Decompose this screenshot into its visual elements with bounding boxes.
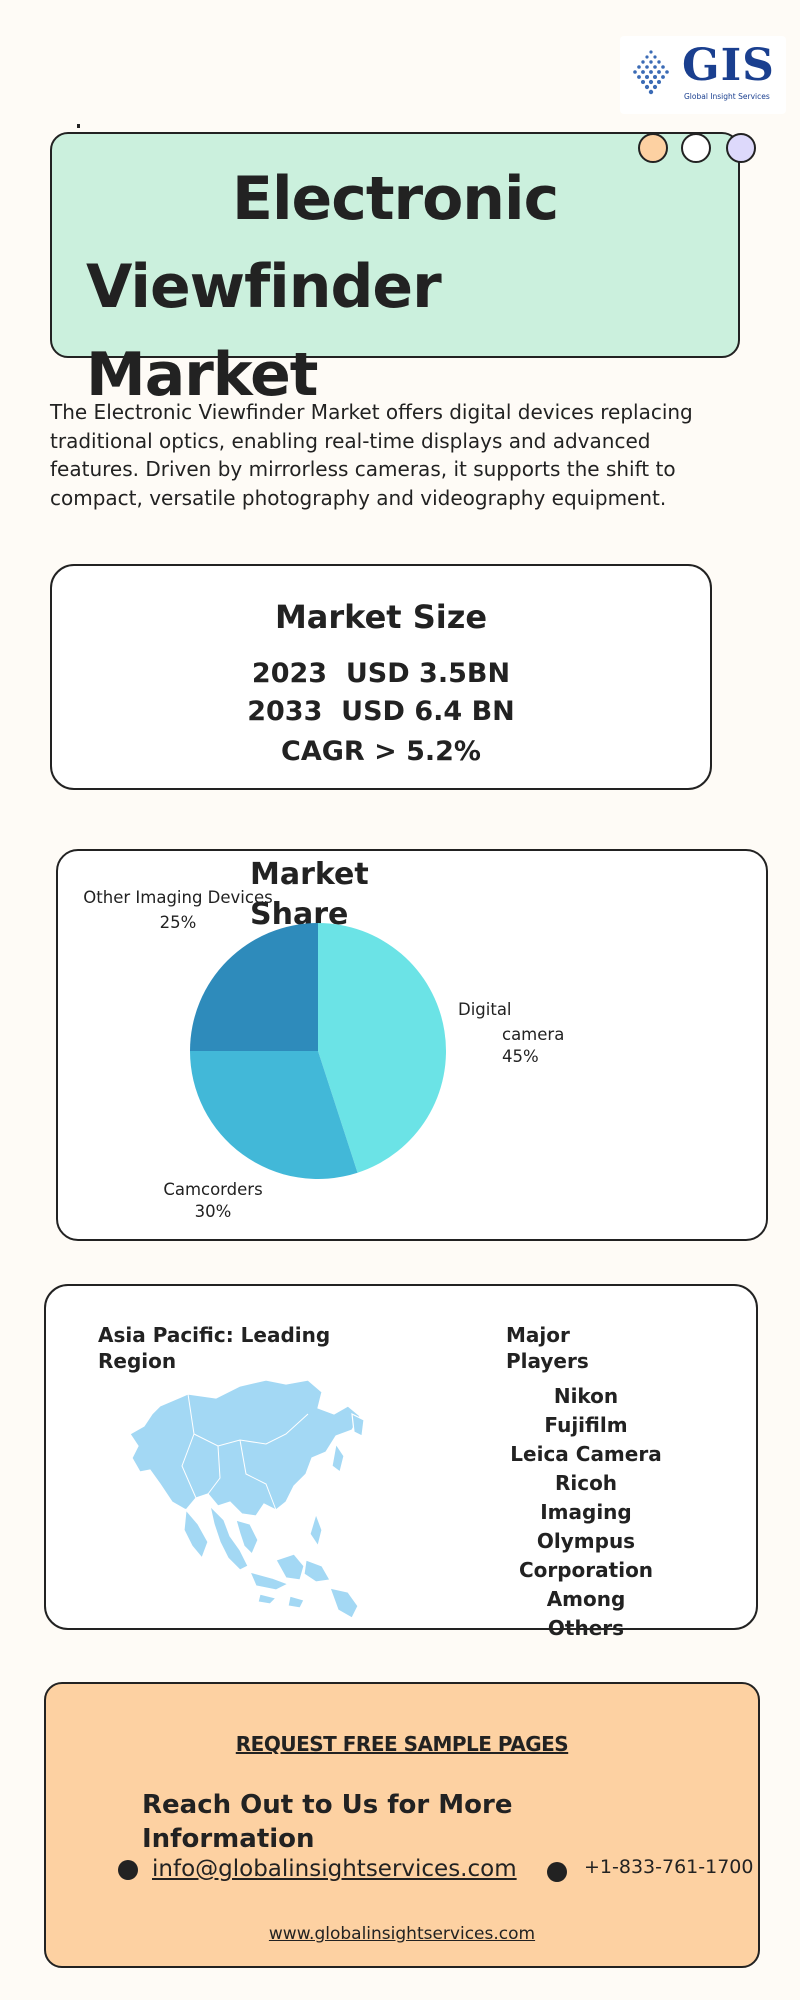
page-title-line-3: Market	[86, 340, 318, 410]
major-player-item: Leica Camera	[510, 1442, 662, 1466]
pie-label-digital-line1: Digital	[458, 1000, 512, 1019]
decor-tick	[77, 124, 80, 128]
pie-label-other-name: Other Imaging Devices	[83, 888, 273, 907]
email-bullet-icon	[118, 1860, 138, 1880]
reach-out-heading: Reach Out to Us for More Information	[142, 1790, 513, 1854]
pie-label-other: Other Imaging Devices 25%	[78, 887, 278, 934]
pie-label-digital: Digital camera 45%	[458, 999, 564, 1068]
page-title-line-2: Viewfinder	[86, 252, 442, 322]
major-player-item: Among	[546, 1587, 626, 1611]
market-size-card: Market Size 2023 USD 3.5BN 2033 USD 6.4 …	[50, 564, 712, 790]
intro-paragraph: The Electronic Viewfinder Market offers …	[50, 400, 693, 510]
major-players-list: Nikon Fujifilm Leica Camera Ricoh Imaging Oly…	[486, 1382, 686, 1643]
market-size-2033: 2033 USD 6.4 BN	[247, 696, 515, 727]
major-player-item: Nikon	[553, 1384, 619, 1408]
contact-email-link[interactable]: info@globalinsightservices.com	[152, 1856, 517, 1882]
company-logo: GIS Global Insight Services	[620, 36, 786, 114]
market-size-2023: 2023 USD 3.5BN	[251, 658, 511, 689]
logo-tagline: Global Insight Services	[684, 92, 770, 101]
market-size-cagr: CAGR > 5.2%	[281, 736, 481, 767]
pie-label-digital-line2: camera	[502, 1025, 565, 1044]
major-players-title: Major Players	[506, 1323, 589, 1373]
region-title: Asia Pacific: Leading Region	[98, 1323, 331, 1373]
major-player-item: Imaging	[540, 1500, 632, 1524]
pie-label-camcorders-pct: 30%	[194, 1202, 232, 1221]
pie-label-camcorders-name: Camcorders	[163, 1180, 263, 1199]
major-player-item: Olympus	[536, 1529, 636, 1553]
asia-pacific-map-icon	[129, 1379, 365, 1619]
major-player-item: Corporation	[518, 1558, 654, 1582]
market-size-heading: Market Size	[274, 598, 488, 636]
market-share-card: Market Share Other Imaging Devices 25% D…	[56, 849, 768, 1241]
website-link[interactable]: www.globalinsightservices.com	[268, 1924, 536, 1944]
page-title-line-1: Electronic	[232, 164, 559, 234]
major-player-item: Ricoh	[554, 1471, 618, 1495]
decor-dot-lavender	[726, 133, 756, 163]
contact-phone[interactable]: +1-833-761-1700	[584, 1856, 754, 1878]
pie-label-other-pct: 25%	[159, 913, 197, 932]
phone-bullet-icon	[547, 1862, 567, 1882]
pie-slice-other-imaging-devices	[190, 923, 318, 1051]
title-banner	[50, 132, 740, 358]
logo-wordmark: GIS	[682, 40, 775, 91]
major-player-item: Others	[547, 1616, 625, 1640]
contact-card: REQUEST FREE SAMPLE PAGES Reach Out to U…	[44, 1682, 760, 1968]
request-sample-link[interactable]: REQUEST FREE SAMPLE PAGES	[235, 1732, 569, 1756]
region-players-card: Asia Pacific: Leading Region Major Playe…	[44, 1284, 758, 1640]
decor-dot-peach	[638, 133, 668, 163]
pie-slice-camcorders	[190, 1051, 358, 1179]
pie-label-camcorders: Camcorders 30%	[148, 1179, 278, 1223]
major-player-item: Fujifilm	[544, 1413, 628, 1437]
market-share-pie-chart	[190, 923, 446, 1179]
pie-slice-digital-camera	[318, 923, 446, 1173]
gis-dots-logo-icon	[633, 50, 669, 95]
decor-dot-white	[681, 133, 711, 163]
pie-label-digital-pct: 45%	[502, 1047, 539, 1066]
